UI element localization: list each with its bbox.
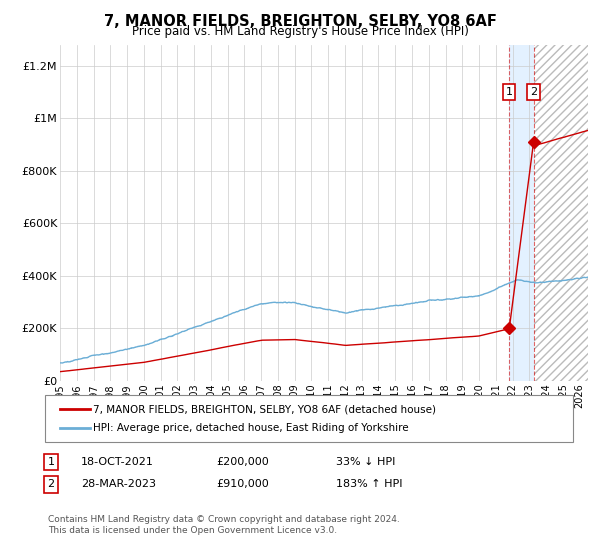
Text: 183% ↑ HPI: 183% ↑ HPI: [336, 479, 403, 489]
Text: £910,000: £910,000: [216, 479, 269, 489]
Text: 28-MAR-2023: 28-MAR-2023: [81, 479, 156, 489]
Bar: [509, 45, 533, 381]
Text: 7, MANOR FIELDS, BREIGHTON, SELBY, YO8 6AF: 7, MANOR FIELDS, BREIGHTON, SELBY, YO8 6…: [104, 14, 496, 29]
Text: 1: 1: [47, 457, 55, 467]
Text: £200,000: £200,000: [216, 457, 269, 467]
Text: 7, MANOR FIELDS, BREIGHTON, SELBY, YO8 6AF (detached house): 7, MANOR FIELDS, BREIGHTON, SELBY, YO8 6…: [93, 404, 436, 414]
Bar: [533, 45, 588, 381]
Text: 2: 2: [530, 87, 537, 97]
Text: 18-OCT-2021: 18-OCT-2021: [81, 457, 154, 467]
Text: 33% ↓ HPI: 33% ↓ HPI: [336, 457, 395, 467]
Text: 2: 2: [47, 479, 55, 489]
Text: Price paid vs. HM Land Registry's House Price Index (HPI): Price paid vs. HM Land Registry's House …: [131, 25, 469, 38]
Text: HPI: Average price, detached house, East Riding of Yorkshire: HPI: Average price, detached house, East…: [93, 423, 409, 433]
Text: Contains HM Land Registry data © Crown copyright and database right 2024.
This d: Contains HM Land Registry data © Crown c…: [48, 515, 400, 535]
Text: 1: 1: [506, 87, 513, 97]
